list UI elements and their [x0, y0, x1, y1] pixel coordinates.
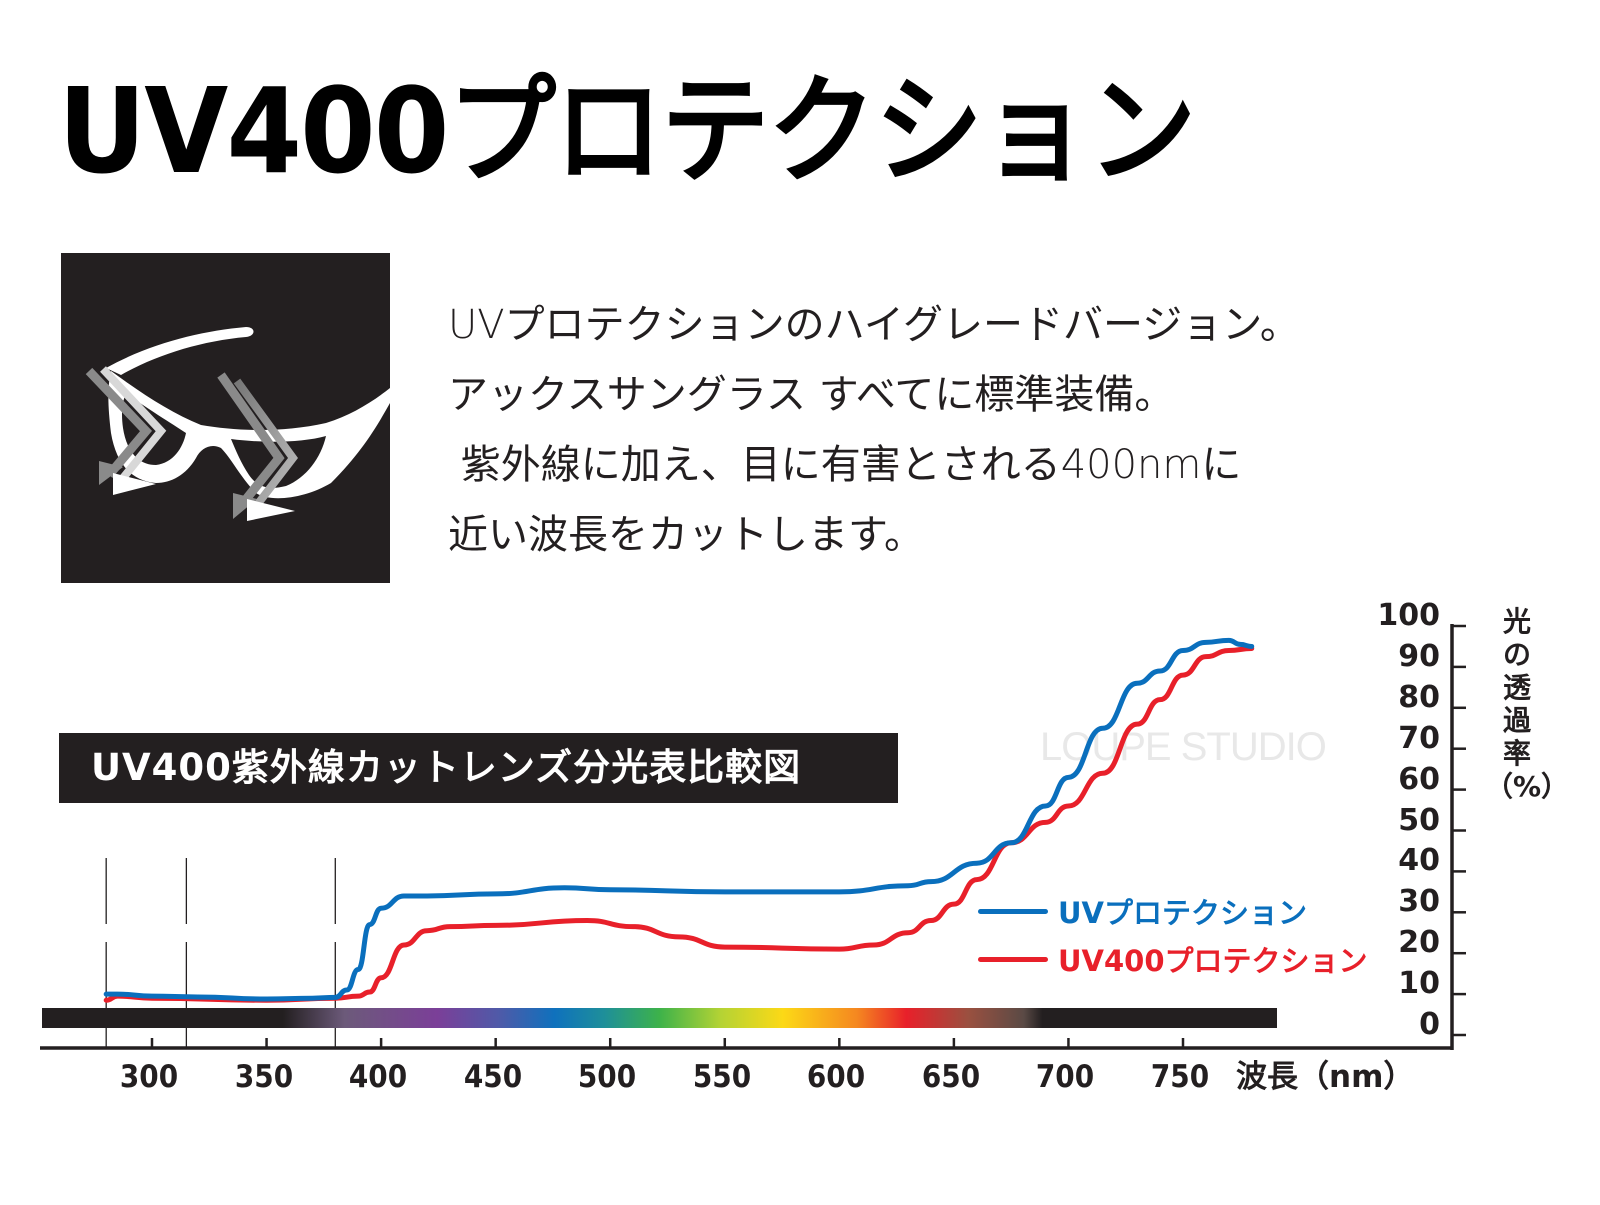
- sunglasses-icon: [85, 327, 390, 521]
- x-tick-label: 450: [463, 1059, 522, 1095]
- sunglasses-uv-cut-icon: [61, 253, 390, 583]
- y-tick-label: 60: [1398, 761, 1440, 797]
- y-axis-label-char: 過: [1502, 704, 1531, 737]
- y-tick-label: 40: [1398, 843, 1440, 879]
- legend-item-uv: UVプロテクション: [978, 890, 1307, 932]
- y-tick-label: 0: [1419, 1007, 1440, 1042]
- y-tick-label: 30: [1398, 884, 1440, 920]
- x-axis: [40, 1038, 1453, 1050]
- y-tick-label: 50: [1398, 802, 1440, 838]
- x-tick-label: 400: [348, 1059, 408, 1095]
- y-axis-label-char: 光: [1502, 605, 1531, 638]
- legend-item-uv400: UV400プロテクション: [978, 938, 1368, 980]
- x-tick-label: 650: [921, 1059, 980, 1095]
- chart-title-banner: UV400紫外線カットレンズ分光表比較図: [59, 733, 898, 803]
- y-tick-label: 90: [1398, 638, 1440, 674]
- y-axis-label-char: （%）: [1485, 770, 1570, 803]
- y-tick-label: 100: [1377, 598, 1440, 633]
- y-tick-label: 20: [1398, 925, 1440, 961]
- legend-label-uv: UVプロテクション: [1058, 896, 1307, 930]
- series-line: [103, 637, 1255, 1002]
- description-line: アックスサングラス すべてに標準装備。: [448, 372, 1175, 418]
- uv-arrow-icon: [85, 366, 298, 521]
- series-lines: [103, 637, 1255, 1003]
- x-tick-label: 550: [692, 1059, 751, 1095]
- y-tick-label: 70: [1398, 720, 1440, 756]
- x-tick-label: 500: [578, 1059, 637, 1095]
- legend-swatch-uv400: [978, 956, 1048, 962]
- y-axis: [1450, 624, 1466, 1050]
- y-axis-label-char: 率: [1502, 737, 1531, 770]
- series-line: [103, 645, 1255, 1003]
- y-axis-label-char: の: [1502, 638, 1531, 671]
- description-line: UVプロテクションのハイグレードバージョン。: [448, 302, 1300, 348]
- y-axis-label-char: 透: [1502, 671, 1531, 704]
- description: UVプロテクションのハイグレードバージョン。 アックスサングラス すべてに標準装…: [448, 290, 1300, 570]
- x-tick-label: 750: [1150, 1059, 1210, 1095]
- visible-spectrum-bar: [42, 1008, 1277, 1028]
- description-line: 紫外線に加え、目に有害とされる400nmに: [448, 442, 1242, 488]
- x-tick-label: 300: [119, 1059, 179, 1095]
- page-title: UV400プロテクション: [58, 62, 1196, 200]
- legend-label-uv400: UV400プロテクション: [1058, 944, 1368, 978]
- description-line: 近い波長をカットします。: [448, 512, 924, 558]
- y-axis-label: 光 の 透 過 率 （%）: [1485, 605, 1569, 803]
- x-tick-label: 600: [807, 1059, 866, 1095]
- y-tick-label: 10: [1398, 966, 1440, 1002]
- y-tick-label: 80: [1398, 679, 1440, 715]
- legend-swatch-uv: [978, 908, 1048, 914]
- x-tick-label: 350: [234, 1059, 293, 1095]
- x-tick-label: 700: [1036, 1059, 1095, 1095]
- x-axis-label: 波長（nm）: [1236, 1059, 1415, 1095]
